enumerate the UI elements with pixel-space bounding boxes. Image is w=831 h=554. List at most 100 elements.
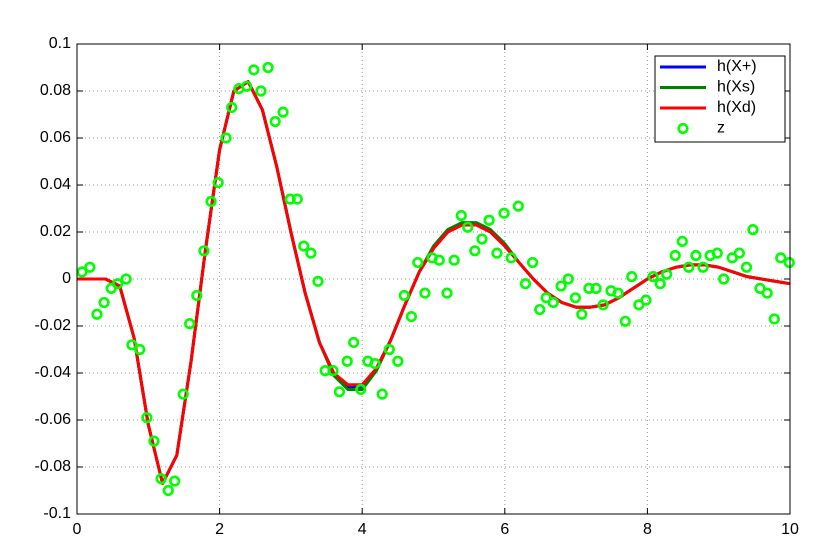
marker — [355, 383, 367, 396]
marker — [654, 278, 666, 290]
marker — [341, 355, 353, 367]
marker — [198, 245, 210, 257]
legend-label: h(X+) — [717, 58, 757, 75]
marker — [333, 386, 345, 398]
marker — [212, 177, 224, 189]
y-tick-label: 0.06 — [40, 129, 71, 146]
marker — [120, 273, 132, 285]
marker — [483, 214, 495, 226]
marker — [505, 252, 517, 264]
marker — [277, 106, 289, 118]
marker — [148, 435, 160, 447]
x-tick-label: 10 — [781, 521, 799, 538]
marker — [562, 273, 574, 285]
marker — [590, 282, 602, 295]
legend-box — [654, 55, 786, 143]
marker — [519, 278, 532, 290]
x-tick-label: 8 — [643, 521, 652, 538]
marker — [462, 221, 474, 233]
marker — [398, 289, 410, 302]
marker — [141, 412, 153, 424]
marker — [619, 315, 631, 327]
marker — [640, 294, 652, 306]
marker — [455, 209, 467, 222]
marker — [669, 249, 681, 262]
marker — [376, 388, 388, 400]
marker — [747, 224, 759, 236]
marker — [733, 247, 745, 259]
marker — [683, 261, 695, 273]
marker — [162, 484, 174, 497]
marker — [448, 254, 460, 266]
y-tick-label: -0.1 — [43, 505, 71, 522]
marker — [676, 235, 688, 247]
legend-label: h(Xs) — [717, 79, 755, 96]
y-tick-label: -0.02 — [35, 317, 72, 334]
marker — [126, 339, 138, 351]
legend-label: h(Xd) — [717, 99, 756, 116]
marker — [220, 132, 232, 144]
marker — [369, 358, 381, 370]
marker — [269, 115, 281, 128]
marker — [112, 278, 124, 290]
marker — [512, 200, 524, 212]
marker — [775, 252, 787, 264]
marker — [248, 64, 260, 76]
marker — [555, 280, 567, 292]
marker — [412, 256, 424, 269]
y-tick-label: -0.06 — [35, 411, 72, 428]
marker — [476, 233, 488, 245]
axes-box — [76, 43, 791, 515]
marker — [134, 343, 146, 356]
marker — [547, 296, 559, 309]
marker — [690, 249, 702, 262]
y-tick-label: 0.08 — [40, 82, 71, 99]
marker — [441, 287, 453, 299]
x-tick-label: 6 — [500, 521, 509, 538]
legend-label: z — [717, 120, 725, 137]
marker — [469, 245, 481, 257]
marker — [284, 193, 296, 205]
marker — [697, 261, 709, 273]
marker — [76, 266, 88, 278]
marker — [718, 273, 730, 285]
marker — [348, 336, 360, 349]
marker — [383, 343, 395, 356]
marker — [305, 247, 317, 259]
marker — [177, 388, 189, 400]
marker — [768, 313, 780, 325]
marker — [298, 240, 310, 252]
marker — [740, 261, 753, 273]
marker — [569, 292, 581, 304]
marker — [583, 282, 595, 295]
marker — [626, 271, 638, 283]
marker — [84, 261, 96, 273]
marker — [205, 195, 217, 208]
marker — [91, 308, 103, 320]
marker — [255, 85, 267, 97]
marker — [262, 61, 274, 74]
marker — [534, 303, 546, 316]
y-tick-label: -0.04 — [35, 364, 72, 381]
marker — [498, 207, 510, 219]
marker — [711, 247, 723, 259]
y-tick-label: 0.02 — [40, 223, 71, 240]
x-tick-label: 2 — [215, 521, 224, 538]
marker — [612, 287, 624, 299]
marker — [312, 275, 324, 287]
marker — [419, 287, 431, 299]
x-tick-label: 4 — [358, 521, 367, 538]
marker — [405, 311, 417, 323]
marker — [576, 308, 588, 320]
y-tick-label: -0.08 — [35, 458, 72, 475]
marker — [527, 256, 539, 269]
marker — [761, 287, 773, 299]
legend-marker — [677, 122, 689, 135]
marker — [184, 318, 196, 330]
x-tick-label: 0 — [73, 521, 82, 538]
marker — [155, 473, 167, 485]
marker — [169, 475, 181, 487]
marker — [491, 247, 503, 259]
marker — [783, 256, 795, 269]
